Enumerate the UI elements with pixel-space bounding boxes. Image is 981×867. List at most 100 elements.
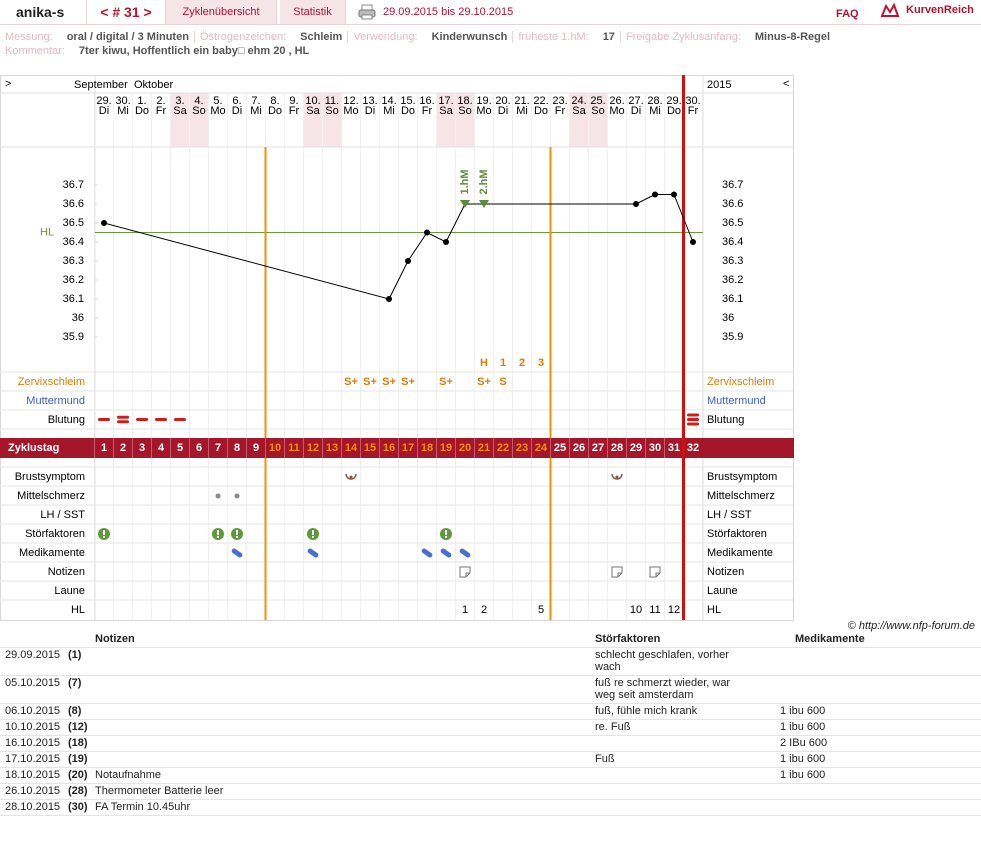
cycle-day: 9 xyxy=(253,442,259,454)
cycle-day: 28 xyxy=(611,442,623,454)
disturbance-mark xyxy=(307,528,319,540)
notes-row: 28.10.2015 (30) FA Termin 10.45uhr xyxy=(0,799,981,816)
alert-dot xyxy=(445,536,447,538)
coverline-label: HL xyxy=(40,226,54,238)
hl-number: 5 xyxy=(538,604,544,616)
day-date: 11. xyxy=(325,95,339,107)
print-out xyxy=(361,14,373,20)
cycle-day: 18 xyxy=(421,442,433,454)
user-name[interactable]: anika-s xyxy=(16,4,65,20)
factor-text: schlecht geschlafen, vorher wach xyxy=(595,649,729,673)
alert-dot xyxy=(312,536,314,538)
temperature-point xyxy=(652,191,658,198)
cycle-day: 3 xyxy=(139,442,145,454)
day-date: 22. xyxy=(533,95,548,107)
cycle-day: 12 xyxy=(307,442,319,454)
peak-label: 1 xyxy=(500,357,506,369)
cycle-day: 13 xyxy=(326,442,338,454)
cycle-day: 20 xyxy=(459,442,471,454)
cycle-day: 14 xyxy=(345,442,358,454)
factor-text: re. Fuß xyxy=(595,721,631,733)
note-cell xyxy=(95,647,595,676)
cycle-band xyxy=(0,438,794,458)
notes-row: 10.10.2015 (12) re. Fuß 1 ibu 600 xyxy=(0,719,981,736)
day-weekday: Do xyxy=(401,105,415,117)
pill-mark xyxy=(307,548,319,558)
cycle-day: 4 xyxy=(158,442,165,454)
cycle-day: 1 xyxy=(101,442,107,454)
info-value: Kinderwunsch xyxy=(431,31,508,43)
bleeding-mark xyxy=(98,418,110,421)
note-cell xyxy=(95,751,595,768)
logo-shape xyxy=(880,2,900,17)
nav-next: < xyxy=(783,78,789,90)
cycle-day: 2 xyxy=(120,442,126,454)
hl-number: 1 xyxy=(462,604,468,616)
y-tick-label: 36.1 xyxy=(722,293,743,305)
note-day: (18) xyxy=(68,737,88,749)
y-tick-label: 36.1 xyxy=(63,293,84,305)
tab[interactable]: Zyklenübersicht xyxy=(166,0,277,24)
cycle-nav[interactable]: < # 31 > xyxy=(87,0,166,24)
bleeding-bar xyxy=(687,422,699,426)
cycle-day: 21 xyxy=(478,442,490,454)
day-weekday: Di xyxy=(365,105,375,117)
note-date: 18.10.2015 xyxy=(5,769,61,781)
day-weekday: Sa xyxy=(439,105,453,117)
note-day: (1) xyxy=(68,649,82,661)
breast-dot xyxy=(615,475,619,479)
info-label: Messung: xyxy=(5,31,53,43)
cycle-day: 10 xyxy=(269,442,281,454)
logo-text[interactable]: KurvenReich xyxy=(906,4,974,16)
date-cell: 10.10.2015 (12) xyxy=(0,719,95,736)
alert-dot xyxy=(103,536,105,538)
mucus-mark: S+ xyxy=(401,376,415,388)
info-block: Messung: oral / digital / 3 Minuten Östrog… xyxy=(5,30,836,58)
disturbance-mark xyxy=(440,528,452,540)
date-cell: 28.10.2015 (30) xyxy=(0,799,95,816)
row-label: LH / SST xyxy=(40,509,85,521)
row-label: LH / SST xyxy=(707,509,752,521)
pill-mark xyxy=(459,548,471,558)
day-weekday: Fr xyxy=(555,105,566,117)
user-box: anika-s xyxy=(0,0,87,24)
period: 29.09.2015 bis 29.10.2015 xyxy=(383,6,514,18)
factor-cell: fuß, fühle mich krank xyxy=(595,703,795,720)
faq-link[interactable]: FAQ xyxy=(836,8,859,20)
cycle-day: 25 xyxy=(554,442,566,454)
day-weekday: Fr xyxy=(289,105,300,117)
notes-row: 29.09.2015 (1) schlecht geschlafen, vorher… xyxy=(0,647,981,676)
note-day: (30) xyxy=(68,801,88,813)
header-cell xyxy=(0,632,95,648)
row-label: Laune xyxy=(707,585,738,597)
medication-cell: 1 ibu 600 xyxy=(780,767,966,784)
mucus-mark: S+ xyxy=(363,376,377,388)
alert-bar xyxy=(217,530,219,535)
day-weekday: Do xyxy=(135,105,149,117)
cycle-day: 7 xyxy=(215,442,221,454)
cycle-day: 32 xyxy=(687,442,699,454)
tab[interactable]: Statistik xyxy=(280,0,346,24)
notes-row: 16.10.2015 (18) 2 IBu 600 xyxy=(0,735,981,752)
pain-mark xyxy=(234,493,240,499)
day-date: 25. xyxy=(590,95,605,107)
header-cell: Störfaktoren xyxy=(595,632,795,648)
weekend-shade xyxy=(322,93,342,147)
row-label: Mittelschmerz xyxy=(707,490,775,502)
day-date: 12. xyxy=(343,95,358,107)
date-cell: 06.10.2015 (8) xyxy=(0,703,95,720)
day-date: 17. xyxy=(438,95,453,107)
day-date: 15. xyxy=(400,95,415,107)
day-date: 3. xyxy=(175,95,184,107)
note-day: (19) xyxy=(68,753,88,765)
rise-marker xyxy=(460,200,470,208)
print-icon[interactable] xyxy=(358,4,376,20)
day-date: 8. xyxy=(270,95,279,107)
row-label: Mittelschmerz xyxy=(17,490,85,502)
row-label: Muttermund xyxy=(707,395,766,407)
factor-text: fuß, fühle mich krank xyxy=(595,705,698,717)
day-date: 16. xyxy=(419,95,434,107)
rise-label: 1.hM xyxy=(459,169,471,194)
weekend-shade xyxy=(170,93,190,147)
